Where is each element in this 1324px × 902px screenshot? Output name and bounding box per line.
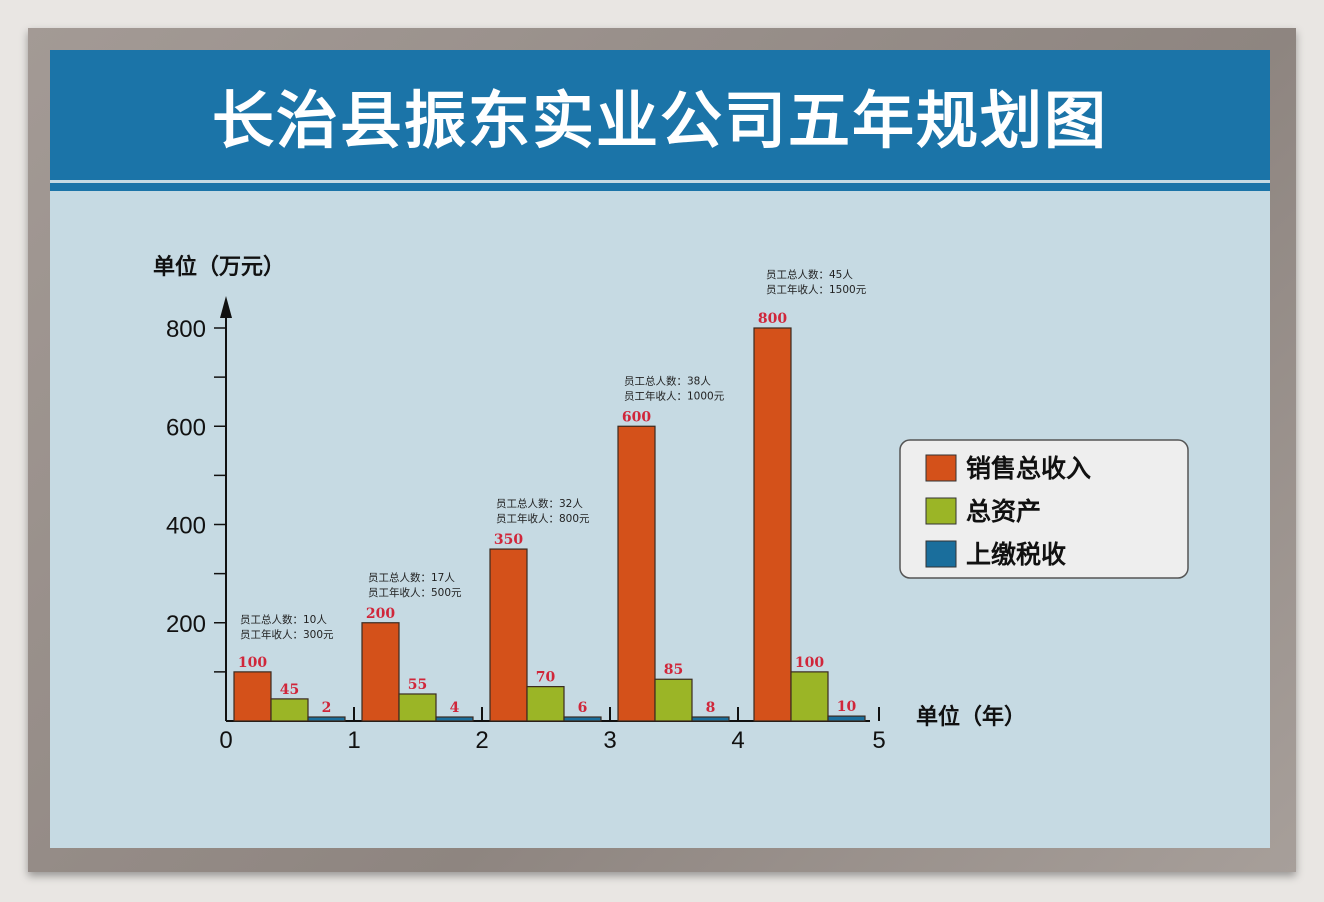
annotation-text: 员工年收人：800元 [496, 512, 590, 525]
x-tick-label: 5 [872, 727, 885, 754]
legend-swatch [925, 454, 957, 482]
bar-tax [827, 715, 866, 722]
data-label: 600 [622, 409, 651, 425]
annotation-text: 员工总人数：45人 [766, 268, 853, 281]
x-tick-label: 0 [219, 727, 232, 754]
x-tick-label: 4 [731, 727, 744, 754]
annotation-text: 员工年收人：1500元 [766, 283, 867, 296]
y-tick-label: 200 [166, 611, 206, 638]
bar-sales [489, 548, 528, 722]
data-label: 4 [450, 700, 460, 716]
bar-tax [435, 716, 474, 722]
y-axis-arrow [220, 296, 232, 318]
data-label: 45 [280, 682, 299, 698]
legend-box [899, 439, 1189, 579]
bar-assets [526, 686, 565, 722]
bar-tax [307, 716, 346, 722]
y-tick-label: 600 [166, 414, 206, 441]
bar-tax [563, 716, 602, 722]
annotation-text: 员工年收人：300元 [240, 628, 334, 641]
legend-swatch [925, 497, 957, 525]
bar-sales [753, 327, 792, 722]
data-label: 55 [408, 677, 427, 693]
x-tick-label: 3 [603, 727, 616, 754]
header-stripe [50, 183, 1270, 191]
bar-assets [654, 678, 693, 722]
data-label: 10 [837, 699, 857, 715]
x-axis-label: 单位（年） [916, 704, 1026, 730]
header-banner: 长治县振东实业公司五年规划图 [50, 50, 1270, 180]
legend-label: 总资产 [966, 497, 1041, 526]
bar-tax [691, 716, 730, 722]
data-label: 6 [578, 700, 588, 716]
data-label: 85 [664, 662, 683, 678]
annotation-text: 员工总人数：32人 [496, 497, 583, 510]
annotation-text: 员工年收人：500元 [368, 586, 462, 599]
bar-sales [617, 425, 656, 722]
bar-assets [270, 698, 309, 722]
annotation-text: 员工年收人：1000元 [624, 389, 725, 402]
legend-label: 上缴税收 [966, 540, 1066, 569]
data-label: 70 [536, 670, 556, 686]
y-tick-label: 400 [166, 513, 206, 540]
data-label: 100 [795, 655, 824, 671]
data-label: 800 [758, 311, 787, 327]
data-label: 2 [322, 700, 332, 716]
y-axis-label: 单位（万元） [153, 254, 285, 280]
annotation-text: 员工总人数：38人 [624, 374, 711, 387]
bar-assets [398, 693, 437, 722]
bar-sales [361, 622, 400, 722]
data-label: 100 [238, 655, 267, 671]
x-tick-label: 1 [347, 727, 360, 754]
data-label: 200 [366, 606, 395, 622]
x-tick-label: 2 [475, 727, 488, 754]
annotation-text: 员工总人数：17人 [368, 571, 455, 584]
annotation-text: 员工总人数：10人 [240, 613, 327, 626]
data-label: 350 [494, 532, 523, 548]
bar-sales [233, 671, 272, 722]
bar-assets [790, 671, 829, 722]
legend-label: 销售总收入 [966, 454, 1091, 483]
data-label: 8 [706, 700, 716, 716]
legend-swatch [925, 540, 957, 568]
page-title: 长治县振东实业公司五年规划图 [211, 84, 1108, 157]
y-tick-label: 800 [166, 316, 206, 343]
